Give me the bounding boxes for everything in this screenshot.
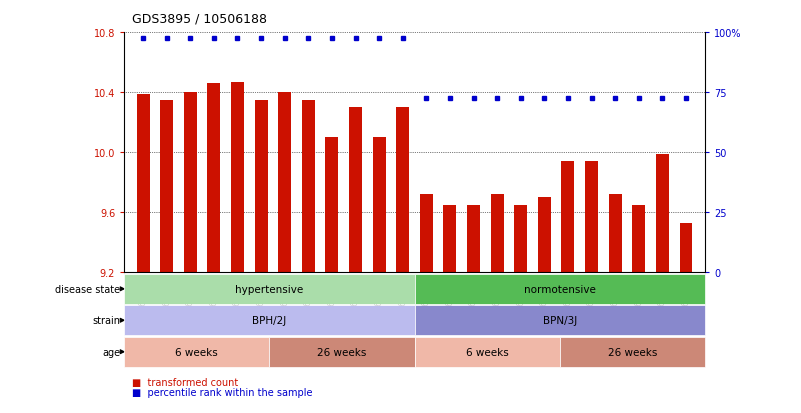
Bar bbox=[679, 223, 693, 273]
Bar bbox=[325, 138, 338, 273]
Text: age: age bbox=[102, 347, 120, 357]
Bar bbox=[585, 162, 598, 273]
Bar bbox=[372, 138, 385, 273]
Bar bbox=[160, 100, 173, 273]
Text: hypertensive: hypertensive bbox=[235, 284, 304, 294]
Bar bbox=[183, 93, 197, 273]
Bar bbox=[420, 195, 433, 273]
Bar bbox=[207, 84, 220, 273]
Text: 6 weeks: 6 weeks bbox=[465, 347, 509, 357]
Bar bbox=[537, 198, 551, 273]
Bar bbox=[278, 93, 292, 273]
Bar bbox=[302, 100, 315, 273]
Text: ■  percentile rank within the sample: ■ percentile rank within the sample bbox=[132, 387, 312, 397]
Bar bbox=[136, 95, 150, 273]
Bar bbox=[444, 205, 457, 273]
Bar bbox=[396, 108, 409, 273]
Bar bbox=[255, 100, 268, 273]
Text: normotensive: normotensive bbox=[524, 284, 596, 294]
Bar bbox=[231, 83, 244, 273]
Bar bbox=[491, 195, 504, 273]
Bar bbox=[632, 205, 646, 273]
Text: BPN/3J: BPN/3J bbox=[542, 316, 577, 325]
Bar bbox=[562, 162, 574, 273]
Bar bbox=[656, 154, 669, 273]
Text: 6 weeks: 6 weeks bbox=[175, 347, 218, 357]
Bar bbox=[514, 205, 527, 273]
Bar bbox=[467, 205, 480, 273]
Text: 26 weeks: 26 weeks bbox=[608, 347, 657, 357]
Text: BPH/2J: BPH/2J bbox=[252, 316, 287, 325]
Text: strain: strain bbox=[92, 316, 120, 325]
Bar bbox=[349, 108, 362, 273]
Bar bbox=[609, 195, 622, 273]
Text: disease state: disease state bbox=[55, 284, 120, 294]
Text: 26 weeks: 26 weeks bbox=[317, 347, 367, 357]
Text: ■  transformed count: ■ transformed count bbox=[132, 377, 239, 387]
Text: GDS3895 / 10506188: GDS3895 / 10506188 bbox=[132, 12, 268, 25]
